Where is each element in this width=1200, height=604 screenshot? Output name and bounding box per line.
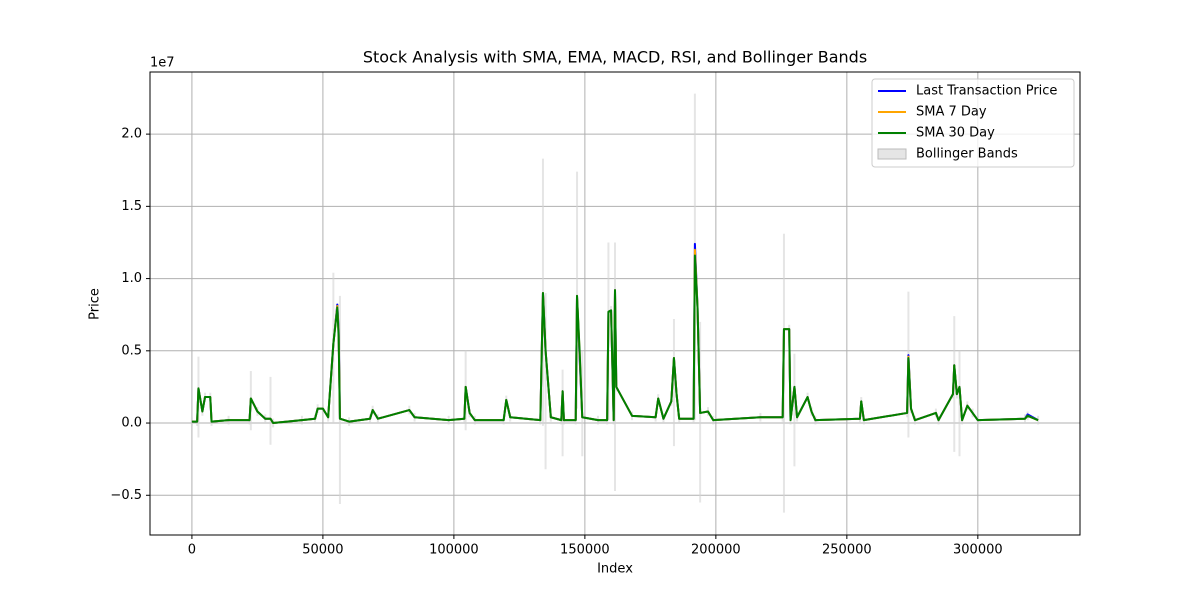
- legend-swatch: [877, 148, 907, 160]
- legend-label: Last Transaction Price: [916, 84, 1057, 99]
- y-tick-label: 1.5: [121, 199, 142, 214]
- chart-title: Stock Analysis with SMA, EMA, MACD, RSI,…: [363, 48, 867, 67]
- y-offset-label: 1e7: [150, 56, 175, 71]
- legend-label: SMA 30 Day: [916, 126, 995, 141]
- y-tick-label: 0.0: [121, 416, 142, 431]
- x-tick-label: 50000: [302, 543, 343, 558]
- x-tick-label: 0: [188, 543, 196, 558]
- y-tick-label: −0.5: [110, 488, 142, 503]
- x-tick-label: 200000: [691, 543, 741, 558]
- y-tick-label: 1.0: [121, 271, 142, 286]
- x-tick-label: 250000: [822, 543, 872, 558]
- x-tick-label: 100000: [429, 543, 479, 558]
- y-tick-label: 2.0: [121, 127, 142, 142]
- plot-area: [150, 72, 1080, 535]
- legend-label: SMA 7 Day: [916, 105, 987, 120]
- axes-frame: [149, 71, 1081, 536]
- legend-label: Bollinger Bands: [916, 147, 1018, 162]
- y-axis-label: Price: [88, 288, 103, 320]
- y-tick-label: 0.5: [121, 343, 142, 358]
- x-axis-label: Index: [597, 562, 633, 577]
- legend-box: [871, 78, 1075, 168]
- x-tick-label: 150000: [560, 543, 610, 558]
- series-line: [191, 254, 1039, 425]
- x-tick-label: 300000: [953, 543, 1003, 558]
